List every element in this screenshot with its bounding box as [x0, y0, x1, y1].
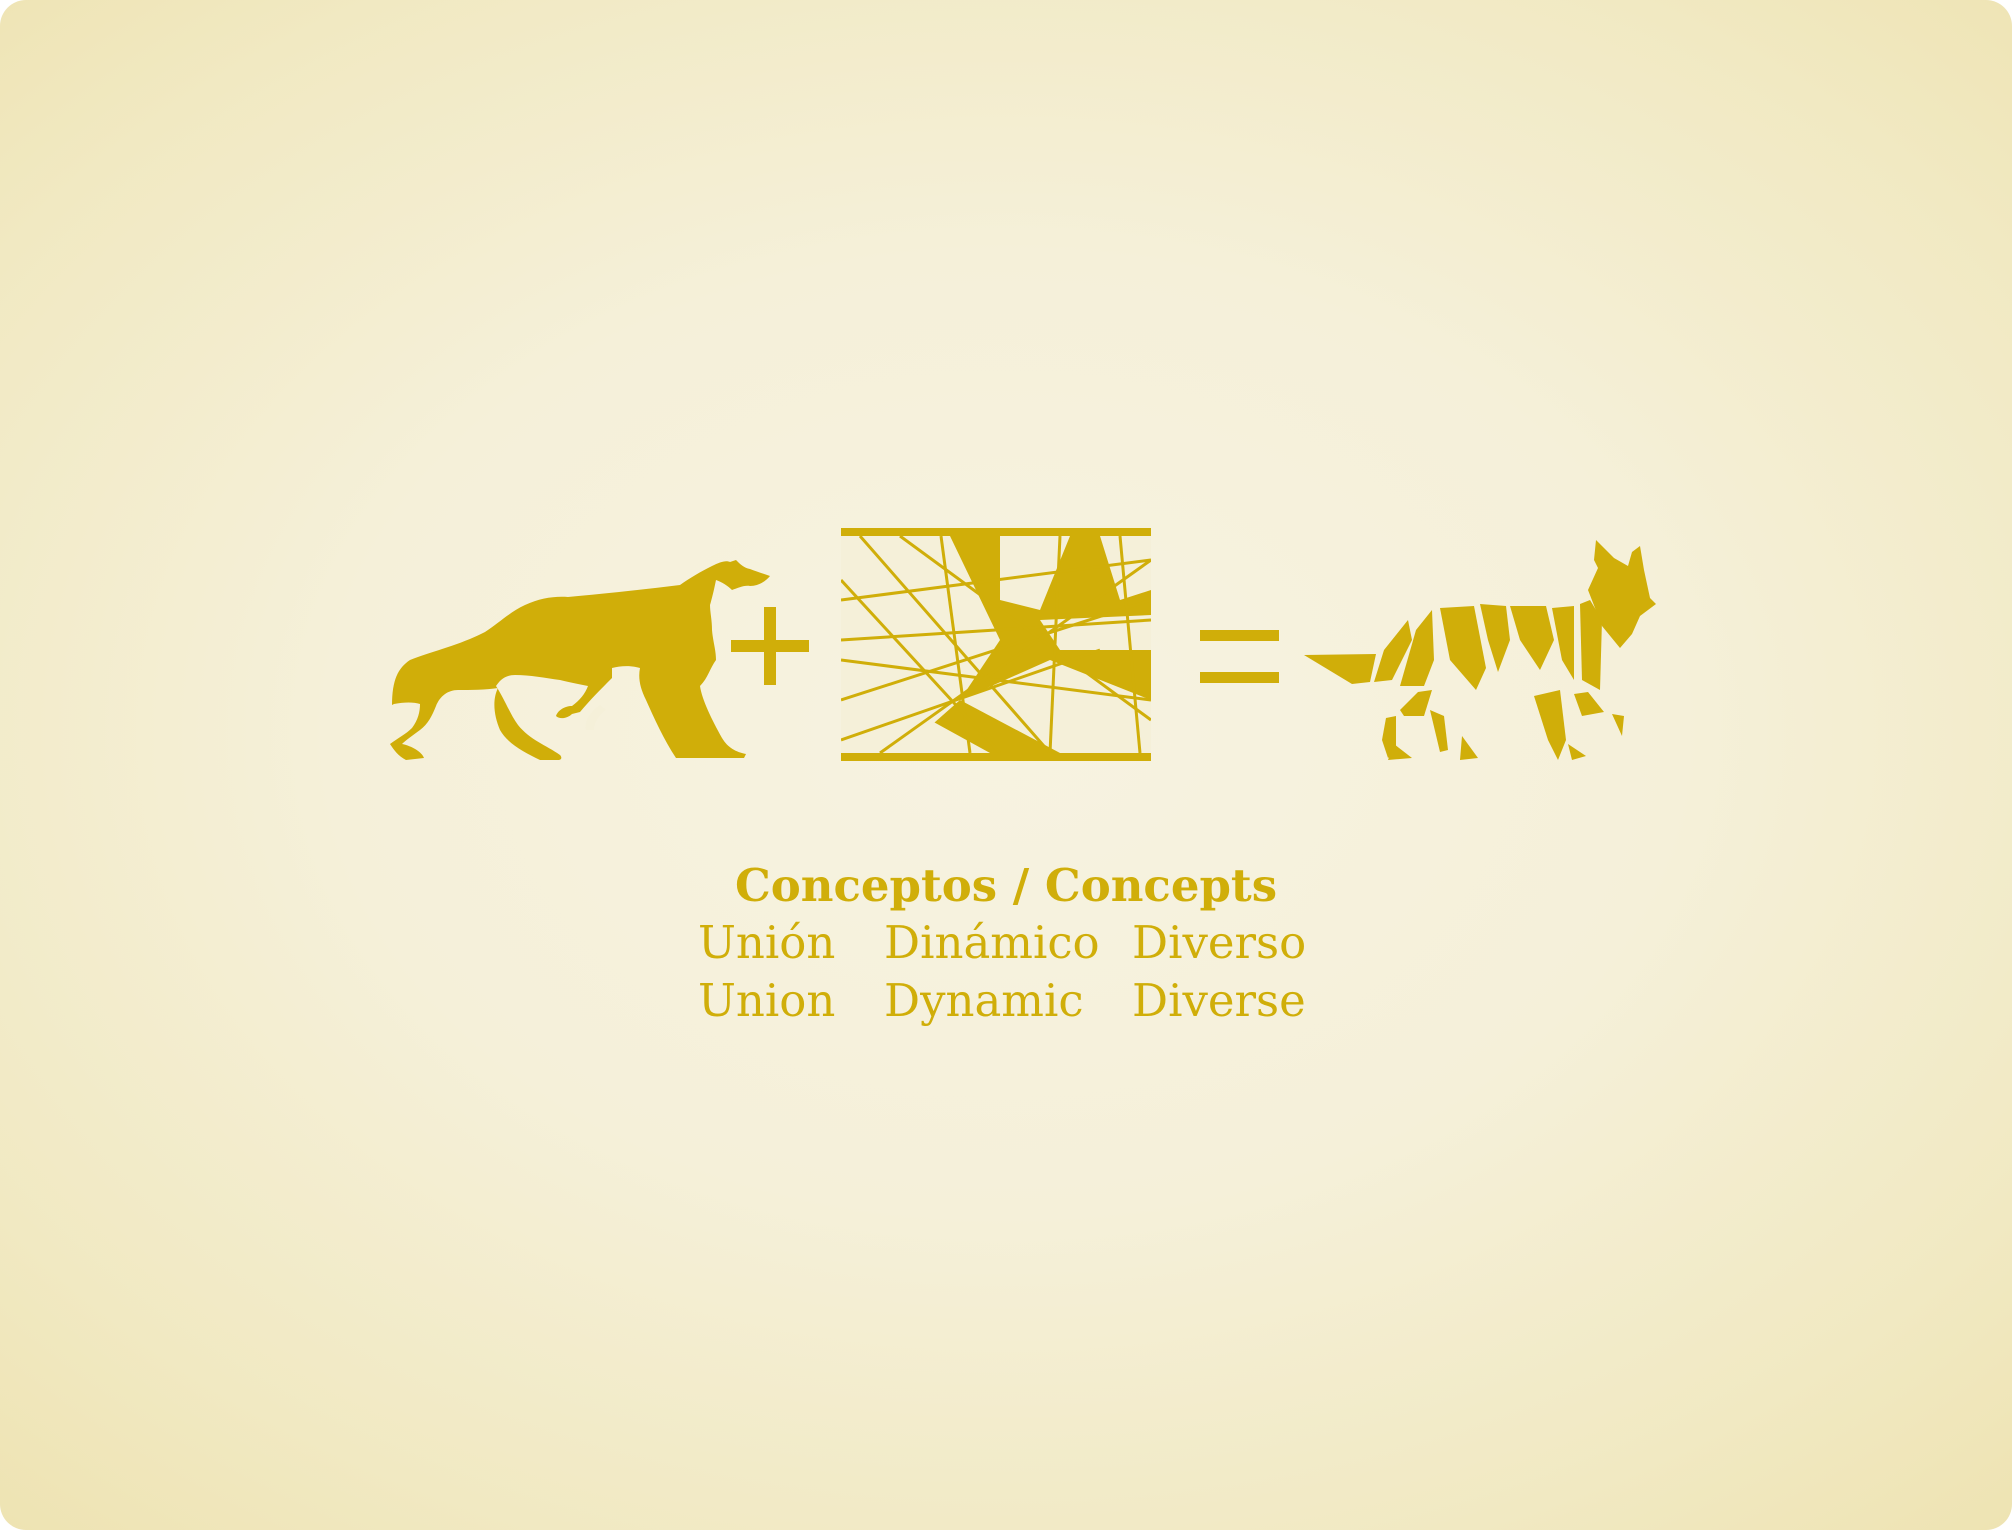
- concept-english-3: Diverse: [1132, 974, 1306, 1027]
- running-wolf-icon: [390, 560, 770, 760]
- concepts-section: Conceptos / Concepts Unión Dinámico Dive…: [0, 858, 2012, 1030]
- concept-spanish-3: Diverso: [1132, 916, 1307, 969]
- concepts-row-spanish: Unión Dinámico Diverso: [0, 914, 2012, 972]
- concepts-title: Conceptos / Concepts: [734, 859, 1278, 912]
- concept-spanish-1: Unión: [698, 916, 836, 969]
- plus-sign-icon: [731, 607, 809, 685]
- concept-english-2: Dynamic: [884, 974, 1084, 1027]
- concept-english-1: Union: [698, 974, 836, 1027]
- concept-spanish-2: Dinámico: [884, 916, 1100, 969]
- abstract-lines-pattern-icon: [841, 528, 1151, 761]
- geometric-wolf-icon: [1304, 540, 1656, 760]
- concepts-row-english: Union Dynamic Diverse: [0, 972, 2012, 1030]
- equals-sign-icon: [1200, 630, 1279, 683]
